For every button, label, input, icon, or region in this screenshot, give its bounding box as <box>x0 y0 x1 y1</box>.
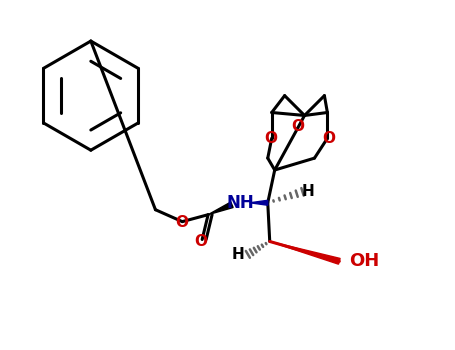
Text: H: H <box>301 184 314 200</box>
Text: O: O <box>195 234 207 249</box>
Polygon shape <box>208 202 233 215</box>
Text: O: O <box>291 119 304 134</box>
Text: O: O <box>175 215 188 230</box>
Polygon shape <box>270 241 340 264</box>
Text: O: O <box>264 131 277 146</box>
Text: O: O <box>322 131 335 146</box>
Text: H: H <box>232 247 244 262</box>
Text: OH: OH <box>349 252 379 270</box>
Polygon shape <box>250 200 268 205</box>
Text: NH: NH <box>226 194 254 212</box>
